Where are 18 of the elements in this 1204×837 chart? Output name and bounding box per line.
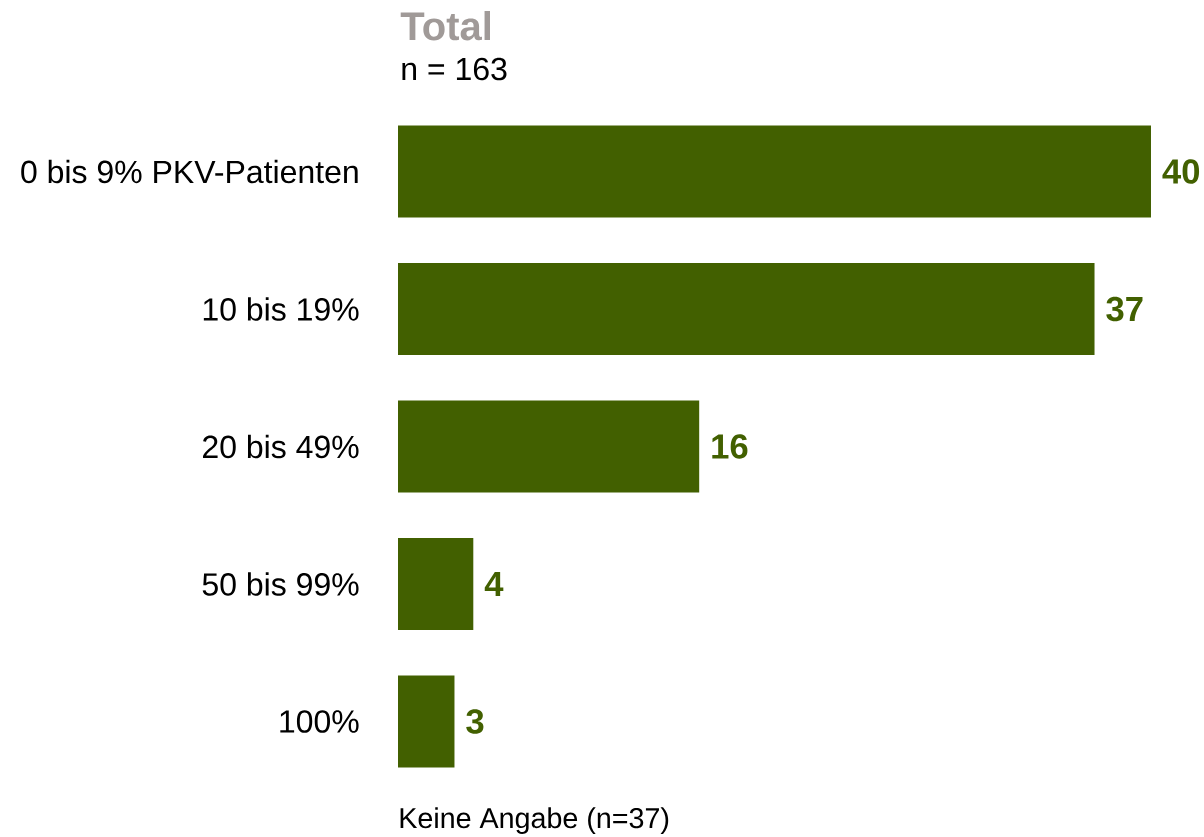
bar [398, 675, 455, 768]
y-tick-label: 50 bis 99% [202, 572, 359, 596]
data-label: 3 [466, 709, 484, 734]
y-tick-label: 0 bis 9% PKV-Patienten [21, 159, 358, 184]
chart-subtitle: n = 163 [402, 57, 507, 81]
bar [398, 125, 1151, 218]
data-label: 16 [712, 434, 748, 459]
data-label: 37 [1106, 296, 1143, 322]
data-label: 40 [1162, 159, 1200, 184]
text: Keine Angabe (n=37) [400, 807, 669, 834]
bar [398, 538, 474, 630]
bar [398, 263, 1095, 355]
bar [398, 400, 700, 493]
y-tick-label: 100% [280, 710, 359, 733]
chart-title: Total [400, 11, 491, 41]
data-label: 4 [484, 572, 504, 596]
y-tick-label: 10 bis 19% [203, 297, 359, 321]
y-tick-label: 20 bis 49% [203, 434, 359, 459]
